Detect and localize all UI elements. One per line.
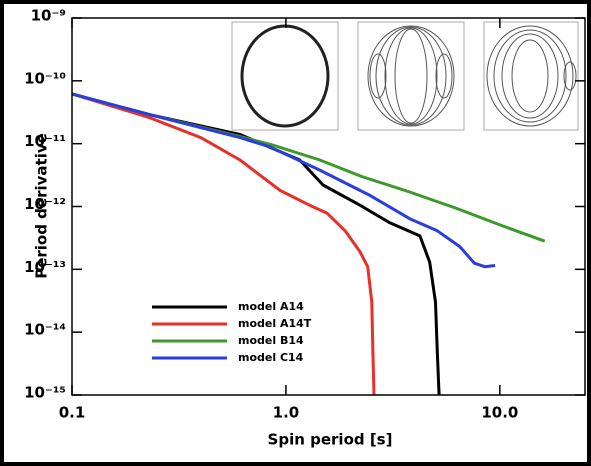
x-axis-label: Spin period [s]: [268, 431, 393, 449]
series-line: [72, 92, 496, 269]
y-tick-label: 10⁻⁹: [31, 7, 66, 25]
y-tick-label: 10⁻¹⁵: [24, 384, 66, 402]
lines: [72, 92, 546, 395]
series-line: [72, 92, 441, 395]
legend-label: model A14T: [238, 317, 312, 330]
x-tick-label: 1.0: [273, 404, 300, 422]
y-tick-label: 10⁻¹³: [24, 258, 66, 276]
legend-label: model B14: [238, 334, 304, 347]
x-tick-label: 0.1: [59, 404, 86, 422]
y-tick-label: 10⁻¹¹: [24, 132, 66, 150]
y-tick-label: 10⁻¹⁴: [24, 321, 66, 339]
y-tick-label: 10⁻¹⁰: [24, 69, 66, 87]
x-tick-label: 10.0: [481, 404, 518, 422]
plot-frame: [71, 17, 586, 396]
legend-label: model A14: [238, 300, 304, 313]
series-line: [72, 92, 376, 395]
y-axis-label: Period derivative: [33, 133, 51, 279]
legend-label: model C14: [238, 351, 304, 364]
insets: [231, 21, 579, 131]
y-tick-label: 10⁻¹²: [24, 195, 66, 213]
